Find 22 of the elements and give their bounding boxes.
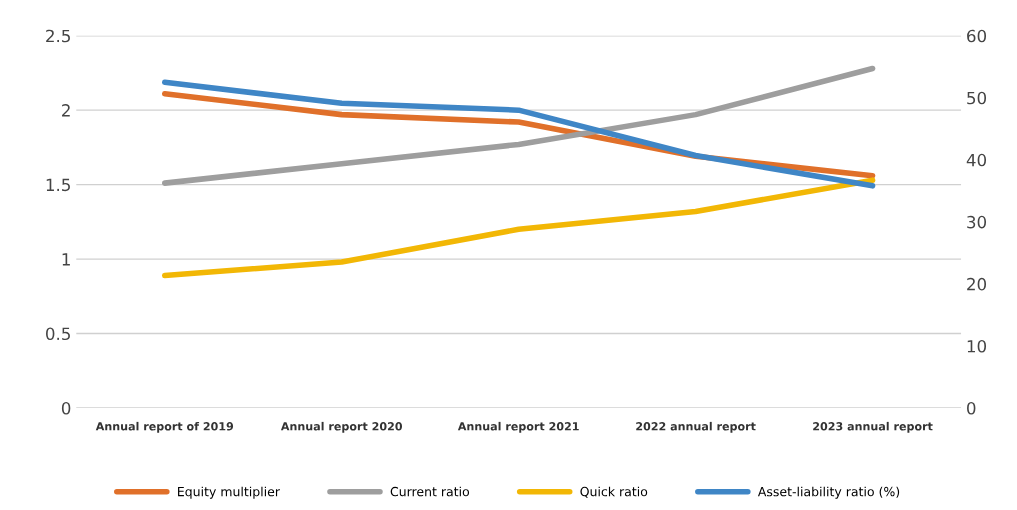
y2-tick-label: 60 [967,29,987,43]
y2-tick-label: 40 [966,153,987,167]
x-tick-label: 2023 annual report [813,421,933,433]
y2-tick-label: 10 [967,339,987,353]
legend-label: Current ratio [390,486,470,497]
y-tick-label: 0.5 [46,327,70,341]
y2-tick-label: 50 [967,91,987,105]
legend-label: Quick ratio [580,486,648,498]
y2-tick-label: 0 [967,401,976,415]
legend-label: Equity multiplier [178,486,280,499]
legend-label: Asset-liability ratio (%) [757,486,900,499]
y-tick-label: 2.5 [46,29,70,43]
x-tick-label: Annual report 2020 [280,421,403,433]
y2-tick-label: 20 [967,277,987,291]
x-tick-label: Annual report 2021 [457,421,579,433]
x-tick-label: 2022 annual report [636,421,756,433]
y-tick-label: 1.5 [46,178,70,192]
y-tick-label: 0 [61,401,71,415]
y-tick-label: 1 [62,253,70,266]
y2-tick-label: 30 [967,215,987,229]
y-tick-label: 2 [62,104,70,117]
x-tick-label: Annual report of 2019 [95,421,234,433]
